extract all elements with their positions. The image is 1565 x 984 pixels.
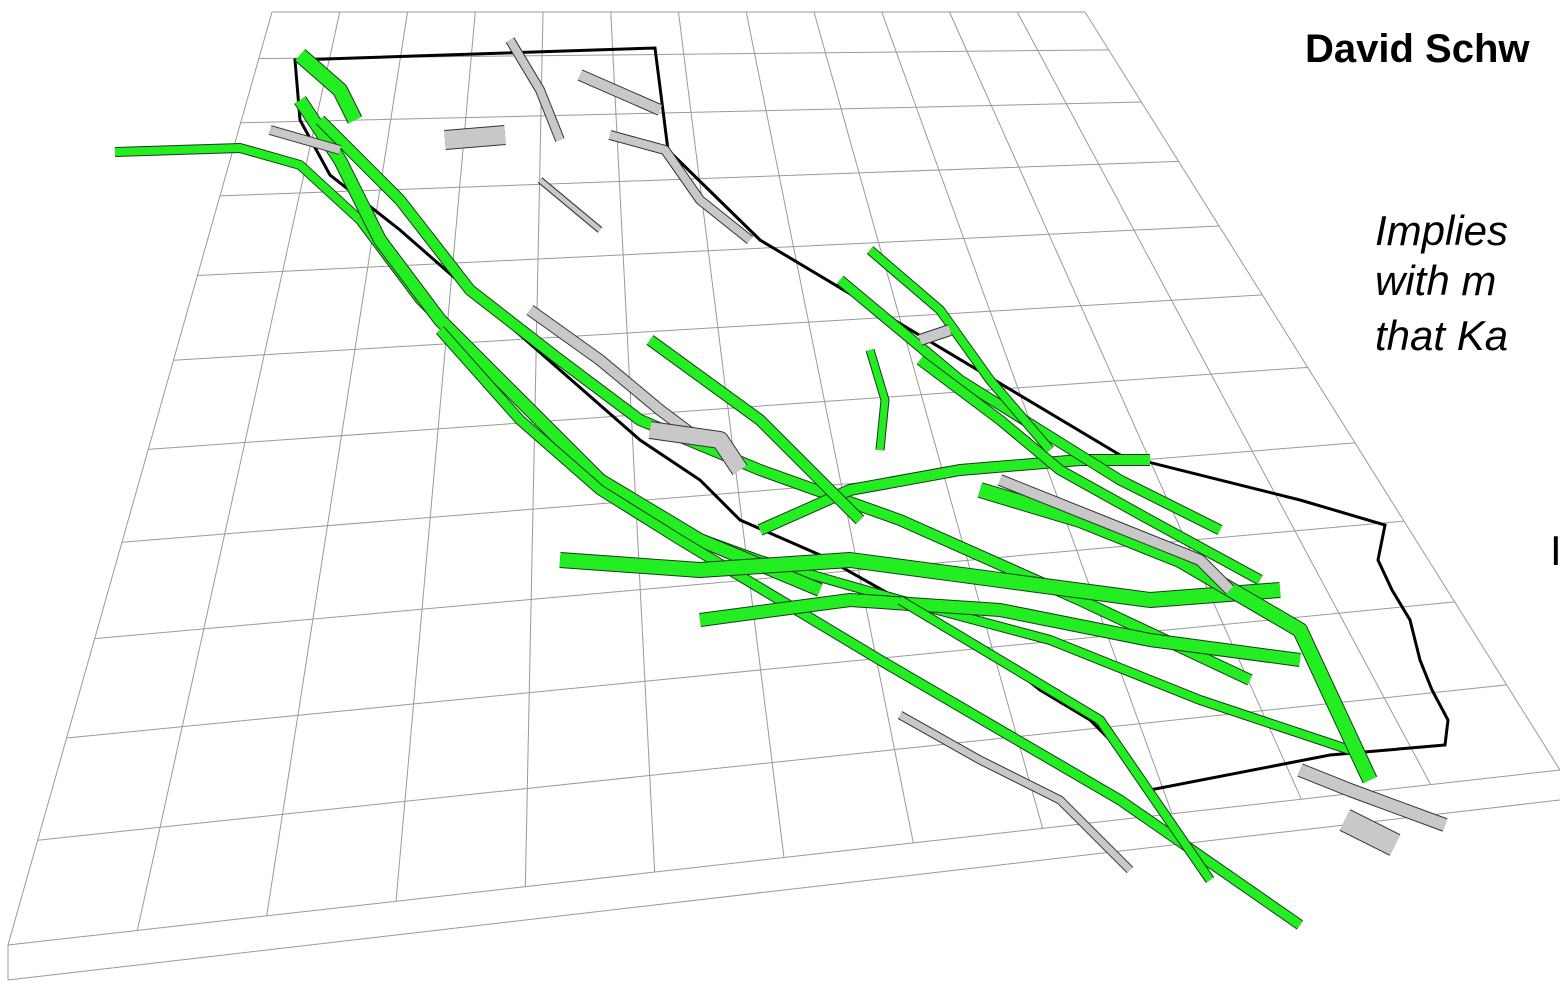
fault-gray	[540, 180, 600, 230]
grid-base	[8, 800, 1560, 980]
body-line: with m	[1375, 257, 1496, 304]
grid-line	[241, 102, 1142, 123]
grid-line	[173, 295, 1262, 360]
fault	[870, 250, 1050, 450]
fault-network	[115, 40, 1445, 925]
fault-gray	[650, 430, 740, 470]
grid-line	[525, 12, 543, 887]
state-outline	[295, 48, 1448, 790]
fault-gray	[920, 330, 950, 340]
perspective-grid	[8, 12, 1560, 980]
fault-gray	[445, 135, 505, 140]
slide: David Schw Implies with m that Ka I	[0, 0, 1565, 984]
body-line: Implies	[1375, 207, 1508, 254]
text-fragment: I	[1550, 527, 1562, 574]
grid-line	[197, 226, 1219, 275]
body-line: that Ka	[1375, 312, 1508, 359]
grid-line	[1085, 12, 1560, 770]
fault-gray	[610, 135, 750, 240]
fault	[560, 560, 1280, 600]
slide-title: David Schw	[1305, 27, 1530, 71]
fault-gray	[1345, 820, 1395, 845]
fault-gray	[580, 75, 660, 110]
grid-line	[8, 770, 1560, 945]
